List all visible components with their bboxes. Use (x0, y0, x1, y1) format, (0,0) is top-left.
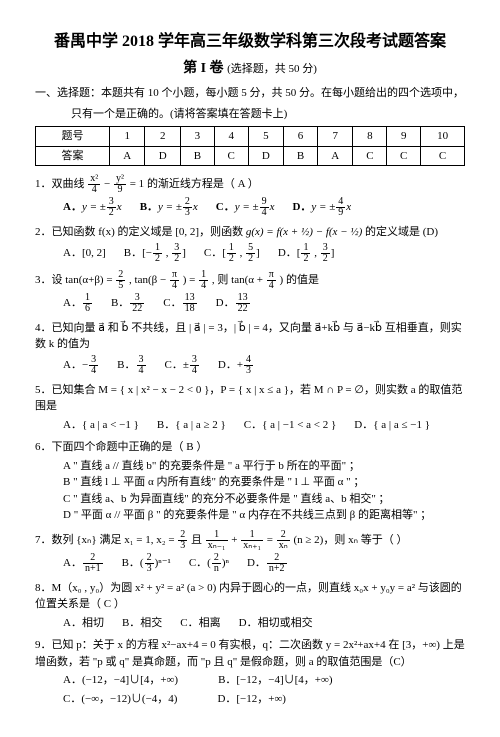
option-a: A．16 (63, 293, 93, 314)
option-d: D．1322 (216, 293, 251, 314)
option-c: C．{ a | −1 < a < 2 } (244, 417, 336, 434)
option-c: C．±34 (165, 355, 200, 376)
option-c: C．1318 (163, 293, 197, 314)
option-d: D．相切或相交 (239, 615, 313, 632)
option-b: B．{ a | a ≥ 2 } (157, 417, 226, 434)
option-c: C．(2n)ⁿ (189, 553, 229, 574)
option-b: B．[−12，−4]∪[4，+∞) (218, 672, 332, 689)
option-a: A．2n+1 (63, 553, 104, 574)
q9-options: A．(−12，−4]∪[4，+∞) B．[−12，−4]∪[4，+∞) C．(−… (63, 672, 465, 707)
section-instr-2: 只有一个是正确的。(请将答案填在答题卡上) (71, 106, 465, 123)
part-note: (选择题，共 50 分) (227, 63, 317, 75)
option-c: C．(−∞，−12)∪(−4，4) (63, 691, 177, 708)
option-b: B．y = ±23x (140, 197, 198, 218)
option-a: A．y = ±32x (63, 197, 122, 218)
option-c: C．y = ±94x (216, 197, 275, 218)
option-d: D．[−12，+∞) (217, 691, 286, 708)
option-d: D " 平面 α // 平面 β " 的充要条件是 " α 内存在不共线三点到 … (63, 507, 465, 524)
q4-options: A．−34 B．34 C．±34 D．+43 (63, 355, 465, 376)
page-title: 番禺中学 2018 学年高三年级数学科第三次段考试题答案 (35, 30, 465, 54)
q7-options: A．2n+1 B．(23)ⁿ⁻¹ C．(2n)ⁿ D．2n+2 (63, 553, 465, 574)
question-9: 9．已知 p：关于 x 的方程 x²−ax+4 = 0 有实根，q：二次函数 y… (35, 637, 465, 670)
row-label: 题号 (36, 127, 110, 147)
option-c: C．相离 (180, 615, 220, 632)
option-a: A．{ a | a < −1 } (63, 417, 139, 434)
q6-items: A " 直线 a // 直线 b" 的充要条件是 " a 平行于 b 所在的平面… (63, 458, 465, 524)
answer-table: 题号 1 2 3 4 5 6 7 8 9 10 答案 A D B C D B A… (35, 126, 465, 166)
q2-options: A．[0, 2] B．[−12 , 32] C．[12 , 52] D．[12 … (63, 243, 465, 264)
option-a: A．−34 (63, 355, 99, 376)
q5-options: A．{ a | a < −1 } B．{ a | a ≥ 2 } C．{ a |… (63, 417, 465, 434)
option-d: D．+43 (218, 355, 254, 376)
question-6: 6．下面四个命题中正确的是（ B ） (35, 439, 465, 456)
q3-options: A．16 B．322 C．1318 D．1322 (63, 293, 465, 314)
option-a: A．相切 (63, 615, 104, 632)
option-c: C．[12 , 52] (204, 243, 260, 264)
option-a: A．(−12，−4]∪[4，+∞) (63, 672, 178, 689)
option-b: B " 直线 l ⊥ 平面 α 内所有直线" 的充要条件是 " l ⊥ 平面 α… (63, 474, 465, 491)
option-a: A " 直线 a // 直线 b" 的充要条件是 " a 平行于 b 所在的平面… (63, 458, 465, 475)
section-instr-1: 一、选择题：本题共有 10 个小题，每小题 5 分，共 50 分。在每小题给出的… (35, 85, 465, 102)
question-7: 7．数列 {xₙ} 满足 x₁ = 1, x₂ = 23 且 1xₙ₋₁ + 1… (35, 530, 465, 551)
option-b: B．相交 (122, 615, 162, 632)
option-b: B．322 (111, 293, 145, 314)
option-a: A．[0, 2] (63, 245, 106, 262)
part-label: 第 I 卷 (183, 61, 223, 76)
option-b: B．34 (117, 355, 146, 376)
table-row: 题号 1 2 3 4 5 6 7 8 9 10 (36, 127, 465, 147)
q8-options: A．相切 B．相交 C．相离 D．相切或相交 (63, 615, 465, 632)
option-b: B．(23)ⁿ⁻¹ (122, 553, 171, 574)
part-title: 第 I 卷 (选择题，共 50 分) (35, 58, 465, 79)
question-2: 2．已知函数 f(x) 的定义域是 [0, 2]，则函数 g(x) = f(x … (35, 224, 465, 241)
question-8: 8．M（x₀ , y₀）为圆 x² + y² = a² (a > 0) 内异于圆… (35, 580, 465, 613)
q1-options: A．y = ±32x B．y = ±23x C．y = ±94x D．y = ±… (63, 197, 465, 218)
option-c: C " 直线 a、b 为异面直线" 的充分不必要条件是 " 直线 a、b 相交"… (63, 491, 465, 508)
question-4: 4．已知向量 a⃗ 和 b⃗ 不共线，且 | a⃗ | = 3，| b⃗ | =… (35, 320, 465, 353)
row-label: 答案 (36, 146, 110, 166)
option-b: B．[−12 , 32] (124, 243, 186, 264)
question-3: 3．设 tan(α+β) = 25 , tan(β − π4 ) = 14 , … (35, 270, 465, 291)
question-1: 1．双曲线 x²4 − y²9 = 1 的渐近线方程是（ A ） (35, 174, 465, 195)
question-5: 5．已知集合 M = { x | x² − x − 2 < 0 }，P = { … (35, 382, 465, 415)
table-row: 答案 A D B C D B A C C C (36, 146, 465, 166)
option-d: D．[12 , 32] (278, 243, 335, 264)
option-d: D．{ a | a ≤ −1 } (354, 417, 430, 434)
option-d: D．y = ±49x (292, 197, 351, 218)
option-d: D．2n+2 (247, 553, 288, 574)
